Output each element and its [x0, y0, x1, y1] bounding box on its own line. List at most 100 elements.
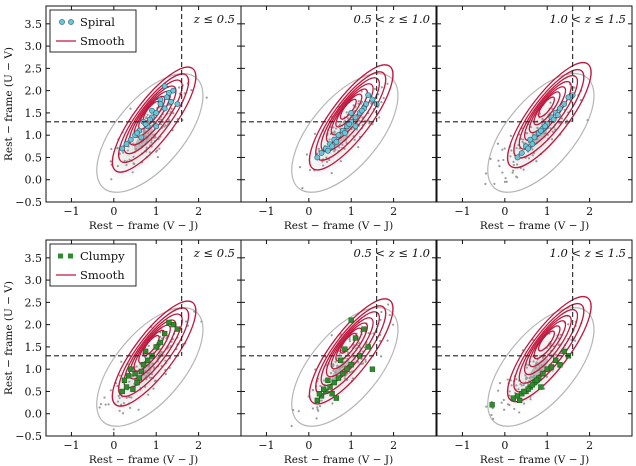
field-galaxy-point — [491, 407, 494, 410]
spiral-point — [318, 150, 325, 156]
field-galaxy-point — [132, 162, 135, 165]
clumpy-point — [548, 364, 555, 370]
clumpy-point — [510, 395, 516, 401]
x-axis-label: Rest − frame (V − J) — [89, 220, 198, 232]
total-population-contour — [487, 307, 595, 427]
field-galaxy-point — [522, 402, 526, 405]
field-galaxy-point — [164, 359, 167, 362]
spiral-point — [170, 87, 177, 94]
smooth-contour — [506, 61, 592, 169]
legend-label-category: Spiral — [80, 15, 115, 29]
legend-label-category: Clumpy — [80, 249, 125, 263]
field-galaxy-point — [316, 406, 319, 409]
spiral-point — [325, 147, 331, 154]
field-galaxy-point — [99, 403, 103, 406]
field-galaxy-point — [367, 332, 370, 335]
panel-spiral-0: −1 0 1 2 −0.5 0.0 0.5 1.0 1.5 2.0 2.5 3.0 3.5 Rest − … — [15, 5, 242, 232]
field-galaxy-point — [557, 337, 560, 340]
field-galaxy-point — [322, 379, 326, 382]
field-galaxy-point — [339, 160, 342, 163]
field-galaxy-point — [298, 166, 302, 169]
spiral-point — [352, 114, 359, 121]
legend: Spiral Smooth — [49, 9, 137, 53]
field-galaxy-point — [118, 374, 121, 377]
field-galaxy-point — [109, 160, 112, 163]
x-tick-label: −1 — [63, 205, 79, 218]
field-galaxy-point — [117, 394, 120, 398]
clumpy-point — [369, 366, 376, 372]
field-galaxy-point — [311, 389, 315, 392]
smooth-contour — [518, 308, 579, 384]
field-galaxy-point — [364, 358, 367, 362]
field-galaxy-point — [484, 182, 487, 186]
field-galaxy-point — [145, 116, 148, 120]
clumpy-point — [348, 362, 354, 368]
field-galaxy-point — [110, 178, 113, 181]
field-galaxy-point — [116, 147, 119, 150]
field-galaxy-point — [508, 394, 511, 397]
field-galaxy-point — [490, 413, 493, 417]
field-galaxy-point — [147, 132, 150, 135]
field-galaxy-point — [134, 147, 138, 151]
field-galaxy-point — [128, 158, 131, 161]
y-tick-label: 1.0 — [25, 363, 43, 376]
field-galaxy-point — [370, 102, 373, 105]
smooth-contour — [118, 73, 190, 164]
field-galaxy-point — [560, 117, 564, 120]
y-tick-label: 2.5 — [25, 296, 43, 309]
field-galaxy-point — [104, 403, 107, 406]
field-galaxy-point — [504, 176, 507, 180]
smooth-contour — [308, 64, 394, 171]
panel-spiral-2: −1 0 1 2 Rest − frame (V − J) 1.0 < z ≤ 1.5 — [436, 5, 633, 232]
y-tick-label: 3.5 — [25, 252, 43, 265]
x-tick-label: 2 — [390, 205, 397, 218]
spiral-point — [358, 107, 365, 114]
field-galaxy-point — [484, 172, 488, 175]
field-galaxy-point — [509, 134, 513, 137]
field-galaxy-point — [579, 98, 582, 102]
field-galaxy-point — [525, 366, 528, 369]
field-galaxy-point — [122, 401, 126, 405]
spiral-point — [335, 132, 342, 139]
field-galaxy-point — [554, 353, 558, 356]
field-galaxy-point — [515, 163, 519, 166]
clumpy-point — [557, 362, 563, 368]
field-galaxy-point — [368, 122, 371, 125]
spiral-point — [557, 105, 563, 112]
field-galaxy-point — [125, 163, 128, 167]
field-galaxy-point — [574, 339, 577, 342]
spiral-point — [365, 92, 372, 98]
field-galaxy-point — [205, 96, 208, 99]
field-galaxy-point — [516, 176, 519, 179]
field-galaxy-point — [158, 147, 161, 150]
field-galaxy-point — [522, 383, 525, 386]
field-galaxy-point — [532, 360, 535, 363]
clumpy-point — [174, 326, 181, 332]
field-galaxy-point — [497, 159, 500, 162]
field-galaxy-point — [322, 164, 325, 167]
spiral-point — [537, 127, 544, 134]
field-galaxy-point — [535, 361, 538, 364]
clumpy-point — [329, 391, 335, 397]
field-galaxy-point — [522, 138, 525, 141]
x-tick-label: 1 — [348, 205, 355, 218]
clumpy-point — [540, 370, 546, 377]
field-galaxy-point — [132, 142, 135, 145]
smooth-contour — [533, 325, 561, 360]
smooth-contour — [320, 77, 380, 153]
x-tick-label: 0 — [110, 439, 117, 452]
field-galaxy-point — [541, 117, 544, 120]
smooth-contour — [533, 91, 561, 126]
clumpy-point — [529, 382, 536, 388]
field-galaxy-point — [510, 384, 513, 387]
field-galaxy-point — [527, 157, 531, 160]
spiral-point — [127, 136, 134, 143]
field-galaxy-point — [512, 163, 515, 167]
panel-background — [241, 240, 436, 436]
field-galaxy-point — [531, 154, 534, 157]
y-tick-label: 0.5 — [25, 151, 43, 164]
field-galaxy-point — [336, 364, 339, 367]
field-galaxy-point — [500, 401, 503, 404]
field-galaxy-point — [352, 104, 355, 107]
field-galaxy-point — [510, 149, 513, 152]
